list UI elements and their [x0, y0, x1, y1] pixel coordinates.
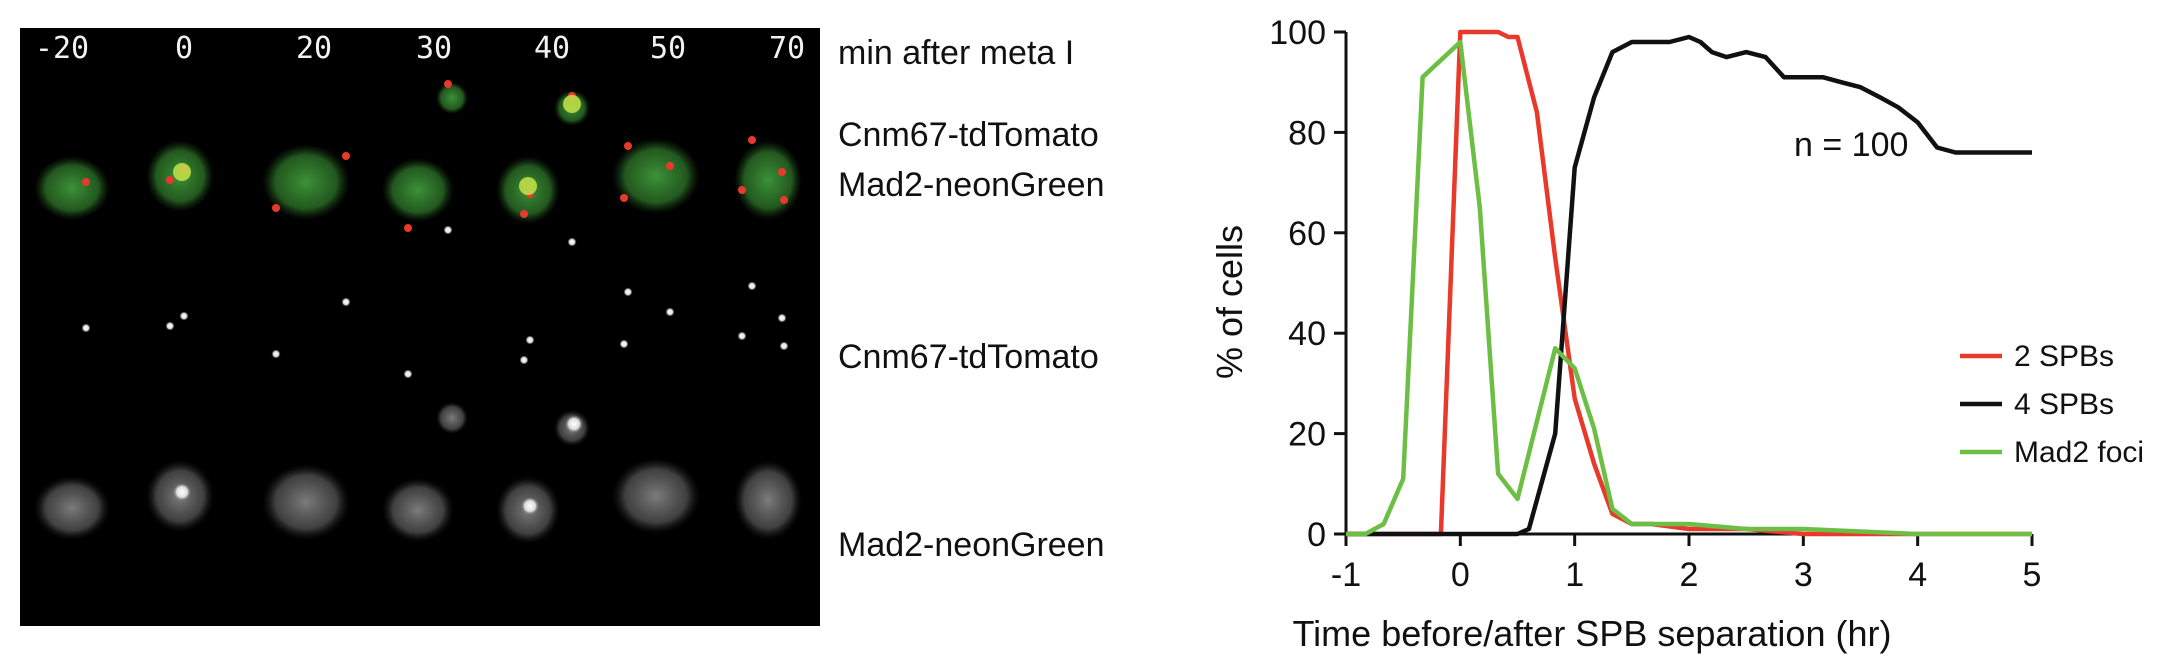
x-tick-label: 0 — [1451, 556, 1470, 594]
x-tick-label: 2 — [1680, 556, 1699, 594]
legend-label: Mad2 foci — [2014, 436, 2144, 469]
spb-gray-spot — [568, 238, 577, 247]
y-axis-label: % of cells — [1209, 225, 1250, 379]
merge-cell — [382, 158, 454, 222]
timepoint-label: 20 — [296, 31, 332, 66]
spb-spot — [666, 162, 674, 170]
y-tick-label: 80 — [1288, 114, 1326, 152]
spb-gray-spot — [666, 308, 675, 317]
mad2-cell — [382, 478, 454, 542]
x-tick-label: 5 — [2023, 556, 2042, 594]
timepoint-label: 30 — [416, 31, 452, 66]
legend-label: 2 SPBs — [2014, 340, 2114, 373]
sample-size-annotation: n = 100 — [1794, 126, 1908, 164]
spb-gray-spot — [778, 314, 787, 323]
spb-gray-spot — [180, 312, 189, 321]
mad2-focus-gray — [521, 497, 539, 515]
y-tick-label: 0 — [1307, 516, 1326, 554]
mad2-focus — [173, 163, 191, 181]
spb-spot — [444, 80, 452, 88]
spb-gray-spot — [780, 342, 789, 351]
y-tick-label: 60 — [1288, 215, 1326, 253]
spb-gray-spot — [620, 340, 629, 349]
merge-cell — [34, 156, 110, 220]
merge-label-mad2: Mad2-neonGreen — [838, 166, 1105, 205]
spb-spot — [272, 204, 280, 212]
timepoint-label: -20 — [35, 31, 89, 66]
microscopy-panel: -20 0 20 30 40 50 70 — [20, 28, 820, 626]
spb-spot — [520, 210, 528, 218]
mad2-cell — [34, 476, 110, 540]
spb-gray-spot — [82, 324, 91, 333]
spb-spot — [780, 196, 788, 204]
mad2-cell — [262, 464, 350, 540]
spb-spot — [738, 186, 746, 194]
microscopy-image: -20 0 20 30 40 50 70 — [20, 28, 820, 626]
merge-cell — [612, 138, 700, 214]
x-tick-label: 1 — [1565, 556, 1584, 594]
mad2-focus-gray — [173, 483, 191, 501]
time-axis-label: min after meta I — [838, 34, 1074, 73]
spb-spot — [82, 178, 90, 186]
mad2-cell — [436, 402, 468, 434]
timepoint-label: 40 — [534, 31, 570, 66]
spb-spot — [624, 142, 632, 150]
spb-gray-spot — [444, 226, 453, 235]
spb-spot — [342, 152, 350, 160]
spb-gray-spot — [520, 356, 529, 365]
spb-gray-spot — [624, 288, 633, 297]
spb-gray-spot — [342, 298, 351, 307]
spb-gray-spot — [526, 336, 535, 345]
mad2-cell — [612, 458, 700, 534]
spb-spot — [620, 194, 628, 202]
mad2-focus — [563, 95, 581, 113]
spb-spot — [748, 136, 756, 144]
merge-cell — [734, 140, 802, 220]
series-line-2-spbs — [1346, 32, 2032, 534]
x-tick-label: 3 — [1794, 556, 1813, 594]
spb-spot — [778, 168, 786, 176]
mad2-focus-gray — [565, 415, 583, 433]
spb-spot — [166, 176, 174, 184]
y-tick-label: 20 — [1288, 416, 1326, 454]
y-tick-label: 100 — [1269, 14, 1326, 52]
mad2-cell — [734, 460, 802, 540]
row-label-mad2: Mad2-neonGreen — [838, 526, 1105, 565]
y-tick-label: 40 — [1288, 315, 1326, 353]
legend-label: 4 SPBs — [2014, 388, 2114, 421]
timepoint-label: 0 — [175, 31, 193, 66]
timepoint-label: 70 — [769, 31, 805, 66]
x-tick-label: -1 — [1331, 556, 1361, 594]
spb-gray-spot — [404, 370, 413, 379]
timepoint-label: 50 — [650, 31, 686, 66]
spb-gray-spot — [738, 332, 747, 341]
x-axis-label: Time before/after SPB separation (hr) — [1293, 613, 1892, 654]
merge-label-cnm67: Cnm67-tdTomato — [838, 116, 1099, 155]
mad2-focus — [519, 177, 537, 195]
spb-gray-spot — [748, 282, 757, 291]
spb-gray-spot — [272, 350, 281, 359]
spb-gray-spot — [166, 322, 175, 331]
x-tick-label: 4 — [1908, 556, 1927, 594]
merge-cell — [436, 82, 468, 114]
spb-spot — [404, 224, 412, 232]
row-label-cnm67: Cnm67-tdTomato — [838, 338, 1099, 377]
